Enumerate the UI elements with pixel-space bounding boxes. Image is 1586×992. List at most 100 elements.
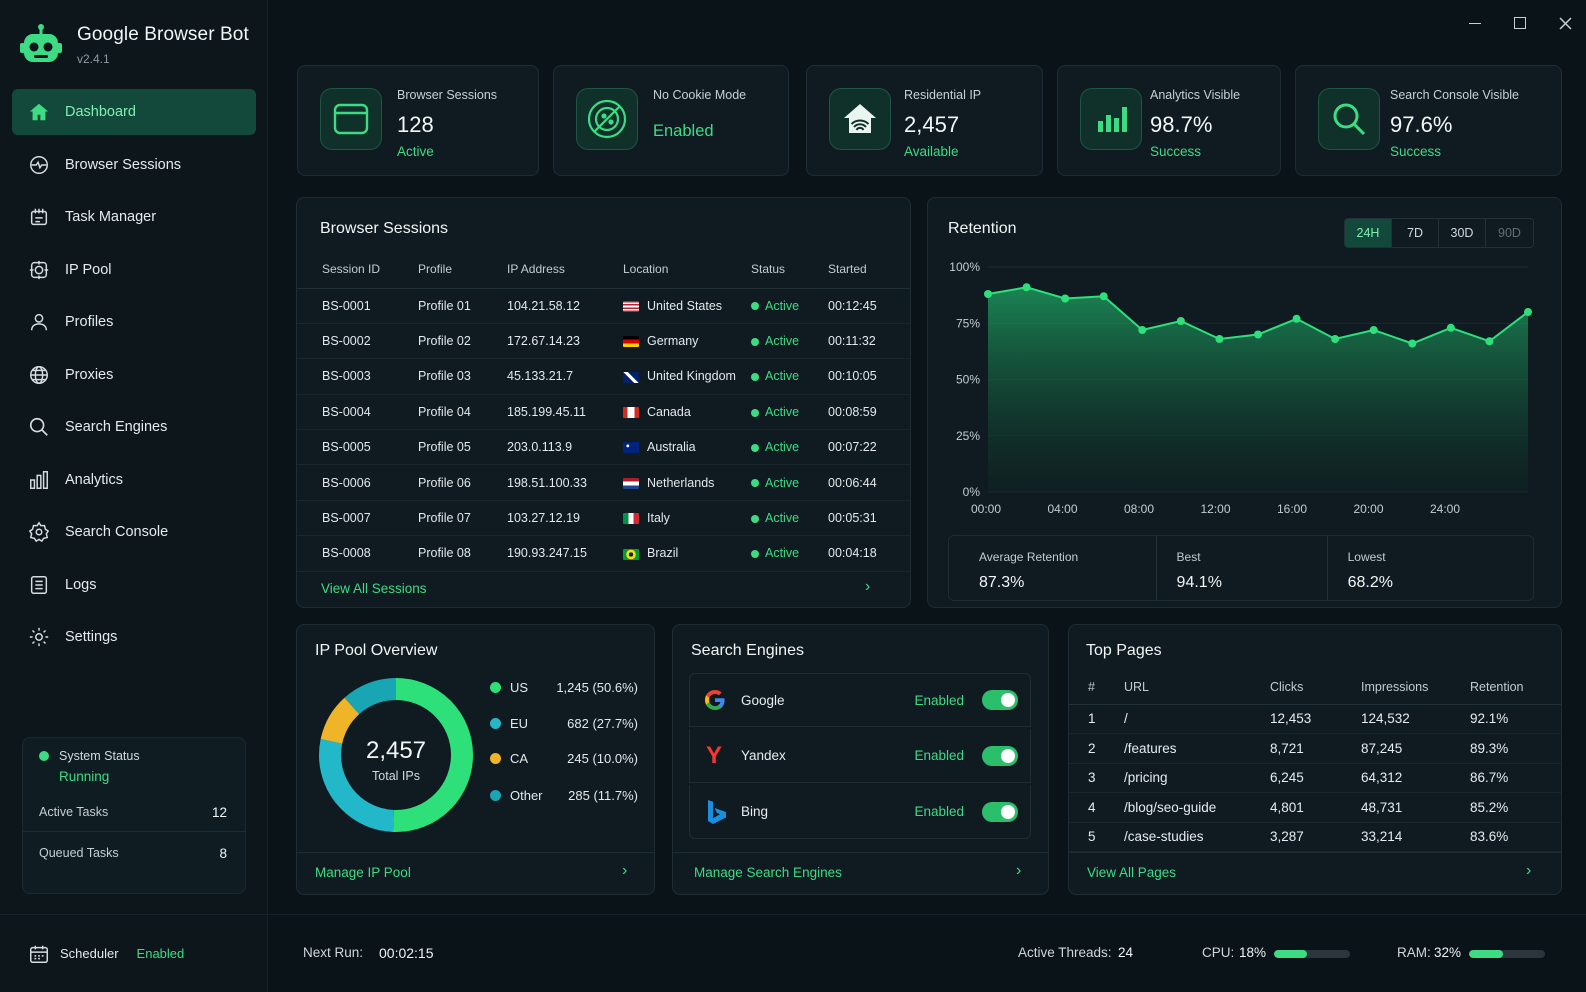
column-header[interactable]: Retention bbox=[1470, 670, 1561, 705]
view-all-sessions-link[interactable]: View All Sessions bbox=[321, 581, 427, 596]
table-row[interactable]: BS-0004 Profile 04 185.199.45.11 Canada Acti… bbox=[297, 394, 910, 431]
close-button[interactable] bbox=[1552, 10, 1578, 36]
data-point[interactable] bbox=[1176, 317, 1185, 325]
chevron-right-icon[interactable]: › bbox=[622, 862, 628, 879]
manage-search-engines-link[interactable]: Manage Search Engines bbox=[694, 865, 842, 880]
table-row[interactable]: 3/pricing 6,245 64,312 86.7% bbox=[1069, 763, 1561, 793]
column-header[interactable]: # bbox=[1069, 670, 1124, 705]
column-header[interactable]: URL bbox=[1124, 670, 1270, 705]
sidebar-item-search-console[interactable]: Search Console bbox=[12, 509, 256, 555]
chevron-right-icon[interactable]: › bbox=[1016, 862, 1022, 879]
data-point[interactable] bbox=[1485, 337, 1494, 346]
stat-value: 2,457 bbox=[904, 112, 960, 137]
page-retention: 92.1% bbox=[1470, 704, 1561, 734]
sidebar-item-dashboard[interactable]: Dashboard bbox=[12, 89, 256, 135]
scheduler-bar[interactable]: Scheduler Enabled bbox=[0, 914, 268, 992]
it-flag-icon bbox=[623, 513, 639, 525]
ip-pool-donut bbox=[319, 678, 473, 832]
tab-24h[interactable]: 24H bbox=[1345, 219, 1392, 247]
data-point[interactable] bbox=[1369, 326, 1378, 334]
column-header[interactable]: Profile bbox=[393, 250, 489, 289]
table-row[interactable]: 5/case-studies 3,287 33,214 83.6% bbox=[1069, 822, 1561, 852]
sidebar-item-profiles[interactable]: Profiles bbox=[12, 299, 256, 345]
session-location: Italy bbox=[606, 500, 736, 537]
column-header[interactable]: Impressions bbox=[1361, 670, 1470, 705]
table-row[interactable]: BS-0002 Profile 02 172.67.14.23 Germany Acti… bbox=[297, 323, 910, 360]
column-header[interactable]: IP Address bbox=[489, 250, 606, 289]
manage-ip-pool-link[interactable]: Manage IP Pool bbox=[315, 865, 411, 880]
sidebar-item-logs[interactable]: Logs bbox=[12, 562, 256, 608]
location-name: Canada bbox=[647, 404, 691, 419]
tab-90d[interactable]: 90D bbox=[1498, 226, 1521, 240]
page-url: / bbox=[1124, 704, 1270, 734]
sidebar-item-task-manager[interactable]: Task Manager bbox=[12, 194, 256, 240]
column-header[interactable]: Clicks bbox=[1270, 670, 1361, 705]
data-point[interactable] bbox=[1331, 335, 1340, 343]
column-header[interactable]: Status bbox=[736, 250, 814, 289]
chevron-right-icon[interactable]: › bbox=[1526, 862, 1532, 879]
sessions-table: Session ID Profile IP Address Location S… bbox=[297, 250, 910, 572]
maximize-button[interactable] bbox=[1507, 10, 1533, 36]
table-row[interactable]: BS-0007 Profile 07 103.27.12.19 Italy Active… bbox=[297, 500, 910, 537]
session-profile: Profile 04 bbox=[393, 394, 489, 431]
table-row[interactable]: BS-0003 Profile 03 45.133.21.7 United Kingd… bbox=[297, 358, 910, 395]
search-engine-row-google: Google Enabled bbox=[689, 673, 1031, 727]
table-row[interactable]: BS-0005 Profile 05 203.0.113.9 Australia Act… bbox=[297, 429, 910, 466]
session-profile: Profile 03 bbox=[393, 358, 489, 395]
globe-icon bbox=[30, 365, 48, 384]
sidebar-item-ip-pool[interactable]: IP Pool bbox=[12, 247, 256, 293]
table-row[interactable]: 1/12,453 124,532 92.1% bbox=[1069, 704, 1561, 734]
data-point[interactable] bbox=[1022, 283, 1031, 292]
data-point[interactable] bbox=[1138, 326, 1147, 334]
data-point[interactable] bbox=[1099, 292, 1108, 301]
data-point[interactable] bbox=[1408, 339, 1417, 348]
lowest-retention-value: 68.2% bbox=[1347, 574, 1393, 591]
session-location: Australia bbox=[606, 429, 736, 466]
location-name: Germany bbox=[647, 334, 699, 349]
chevron-right-icon[interactable]: › bbox=[865, 578, 871, 595]
table-row[interactable]: BS-0001 Profile 01 104.21.58.12 United Stat… bbox=[297, 288, 910, 324]
stat-icon-box bbox=[576, 88, 638, 150]
data-point[interactable] bbox=[1524, 308, 1532, 316]
sidebar-item-label: Proxies bbox=[65, 366, 114, 383]
sidebar-item-analytics[interactable]: Analytics bbox=[12, 457, 256, 503]
minimize-button[interactable] bbox=[1462, 10, 1488, 36]
data-point[interactable] bbox=[1446, 323, 1455, 332]
table-row[interactable]: 2/features 8,721 87,245 89.3% bbox=[1069, 733, 1561, 764]
ram-bar-fill bbox=[1469, 950, 1504, 958]
table-row[interactable]: 4/blog/seo-guide 4,801 48,731 85.2% bbox=[1069, 792, 1561, 823]
gb-flag-icon bbox=[623, 371, 639, 383]
data-point[interactable] bbox=[1292, 314, 1301, 323]
calendar-icon bbox=[30, 945, 48, 963]
status-dot bbox=[751, 479, 759, 488]
yandex-toggle[interactable] bbox=[982, 745, 1018, 766]
column-header[interactable]: Location bbox=[606, 250, 736, 289]
y-tick-label: 0% bbox=[963, 485, 981, 499]
sidebar-item-search-engines[interactable]: Search Engines bbox=[12, 404, 256, 450]
tab-30d[interactable]: 30D bbox=[1439, 219, 1486, 247]
sidebar-item-settings[interactable]: Settings bbox=[12, 614, 256, 660]
sidebar-item-label: Task Manager bbox=[65, 209, 157, 225]
donut-slice-other[interactable] bbox=[319, 678, 473, 832]
google-toggle[interactable] bbox=[982, 690, 1018, 710]
donut-slice-eu[interactable] bbox=[319, 678, 473, 832]
view-all-pages-link[interactable]: View All Pages bbox=[1087, 865, 1177, 880]
data-point[interactable] bbox=[1061, 294, 1070, 303]
sidebar-item-proxies[interactable]: Proxies bbox=[12, 352, 256, 398]
column-header[interactable]: Started bbox=[814, 250, 910, 289]
data-point[interactable] bbox=[984, 290, 992, 298]
table-row[interactable]: BS-0008 Profile 08 190.93.247.15 Brazil Acti… bbox=[297, 535, 910, 572]
column-header[interactable]: Session ID bbox=[297, 250, 393, 289]
stat-icon-box bbox=[320, 88, 382, 150]
status-text: Active bbox=[765, 404, 800, 419]
data-point[interactable] bbox=[1254, 330, 1262, 339]
data-point[interactable] bbox=[1215, 335, 1224, 343]
bing-toggle[interactable] bbox=[982, 801, 1018, 822]
stat-sub: Enabled bbox=[653, 122, 714, 140]
page-retention: 83.6% bbox=[1470, 822, 1561, 852]
sidebar-item-browser-sessions[interactable]: Browser Sessions bbox=[12, 142, 256, 188]
session-ip: 185.199.45.11 bbox=[489, 394, 606, 431]
table-row[interactable]: BS-0006 Profile 06 198.51.100.33 Netherland… bbox=[297, 464, 910, 501]
tab-7d[interactable]: 7D bbox=[1392, 219, 1439, 247]
search-engine-status: Enabled bbox=[914, 804, 964, 819]
